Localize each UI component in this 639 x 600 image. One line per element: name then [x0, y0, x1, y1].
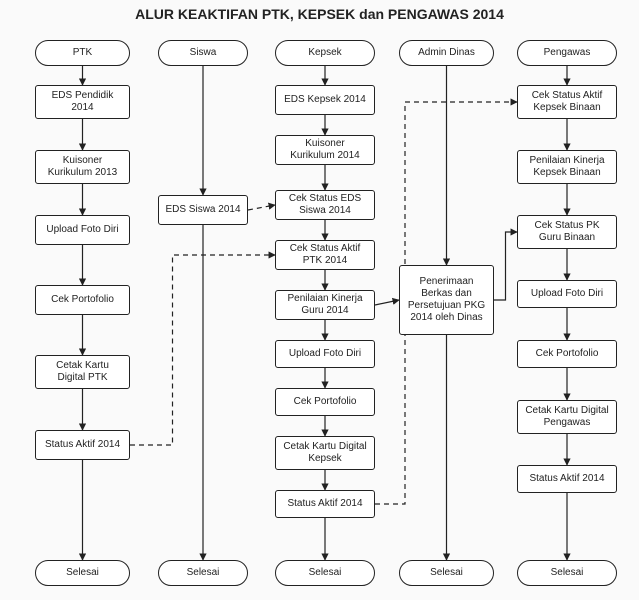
node-peng-start: Pengawas — [517, 40, 617, 66]
node-ptk-end: Selesai — [35, 560, 130, 586]
node-peng-porto: Cek Portofolio — [517, 340, 617, 368]
node-ptk-eds: EDS Pendidik 2014 — [35, 85, 130, 119]
node-siswa-end: Selesai — [158, 560, 248, 586]
node-kep-cekptk: Cek Status Aktif PTK 2014 — [275, 240, 375, 270]
node-siswa-start: Siswa — [158, 40, 248, 66]
node-admin-start: Admin Dinas — [399, 40, 494, 66]
node-kep-pkg: Penilaian Kinerja Guru 2014 — [275, 290, 375, 320]
node-ptk-porto: Cek Portofolio — [35, 285, 130, 315]
node-kep-status: Status Aktif 2014 — [275, 490, 375, 518]
node-peng-cekpk: Cek Status PK Guru Binaan — [517, 215, 617, 249]
node-kep-ceksiswa: Cek Status EDS Siswa 2014 — [275, 190, 375, 220]
node-peng-penilaian: Penilaian Kinerja Kepsek Binaan — [517, 150, 617, 184]
node-kep-porto: Cek Portofolio — [275, 388, 375, 416]
node-kep-end: Selesai — [275, 560, 375, 586]
node-peng-status: Status Aktif 2014 — [517, 465, 617, 493]
node-peng-end: Selesai — [517, 560, 617, 586]
node-peng-cekkepsek: Cek Status Aktif Kepsek Binaan — [517, 85, 617, 119]
node-ptk-start: PTK — [35, 40, 130, 66]
node-kep-kuis: Kuisoner Kurikulum 2014 — [275, 135, 375, 165]
flowchart-canvas: ALUR KEAKTIFAN PTK, KEPSEK dan PENGAWAS … — [0, 0, 639, 600]
node-ptk-status: Status Aktif 2014 — [35, 430, 130, 460]
node-peng-kartu: Cetak Kartu Digital Pengawas — [517, 400, 617, 434]
node-kep-kartu: Cetak Kartu Digital Kepsek — [275, 436, 375, 470]
node-kep-foto: Upload Foto Diri — [275, 340, 375, 368]
node-ptk-kartu: Cetak Kartu Digital PTK — [35, 355, 130, 389]
node-siswa-eds: EDS Siswa 2014 — [158, 195, 248, 225]
node-peng-foto: Upload Foto Diri — [517, 280, 617, 308]
node-admin-end: Selesai — [399, 560, 494, 586]
node-admin-berkas: Penerimaan Berkas dan Persetujuan PKG 20… — [399, 265, 494, 335]
diagram-title: ALUR KEAKTIFAN PTK, KEPSEK dan PENGAWAS … — [0, 6, 639, 22]
node-ptk-kuis: Kuisoner Kurikulum 2013 — [35, 150, 130, 184]
node-kep-eds: EDS Kepsek 2014 — [275, 85, 375, 115]
node-kep-start: Kepsek — [275, 40, 375, 66]
node-ptk-foto: Upload Foto Diri — [35, 215, 130, 245]
